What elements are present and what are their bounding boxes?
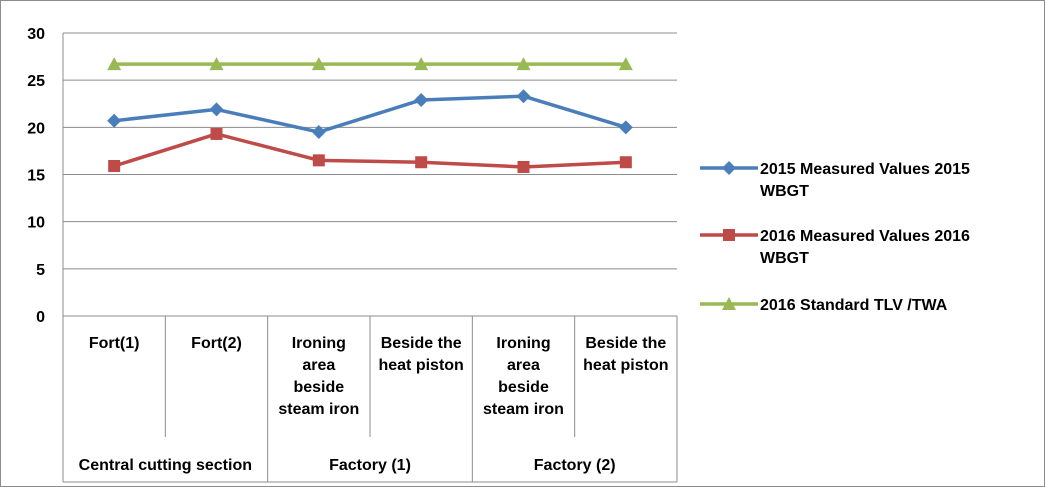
data-point [414,57,429,71]
y-tick-label: 5 [36,262,45,279]
legend-swatch-marker [722,161,736,175]
legend-swatch-marker [723,229,735,241]
y-tick-label: 10 [27,215,45,232]
series-3 [107,57,633,71]
y-tick-label: 0 [36,309,45,326]
y-axis-ticks: 0 5 10 15 20 25 30 [27,26,45,326]
legend-item: 2016 Measured Values 2016 WBGT [700,228,970,267]
y-tick-label: 25 [27,73,45,90]
category-label: Beside the heat piston [378,335,463,374]
data-point [209,57,224,71]
group-labels: Central cutting section Factory (1) Factor… [79,457,616,474]
y-tick-label: 20 [27,120,45,137]
data-point [618,57,633,71]
legend-swatch-marker [722,297,736,310]
group-label: Factory (2) [534,457,616,474]
category-label: Beside the heat piston [583,335,668,374]
series-1 [107,89,633,140]
data-point [209,102,224,117]
legend-item: 2016 Standard TLV /TWA [700,297,948,314]
series-2 [108,127,632,173]
category-label: Fort(2) [191,335,242,352]
y-tick-label: 30 [27,26,45,43]
series-line [113,132,626,169]
legend: 2015 Measured Values 2015 WBGT 2016 Measur… [700,161,970,314]
series-line [113,94,627,134]
data-point [619,156,632,169]
gridlines [63,32,677,270]
legend-label: 2016 Measured Values 2016 WBGT [760,228,970,267]
series-layer [107,57,633,173]
data-point [516,89,531,104]
data-point [414,92,429,107]
legend-label: 2016 Standard TLV /TWA [760,297,948,314]
data-point [415,156,428,169]
category-label: Fort(1) [89,335,140,352]
data-point [311,125,326,140]
data-point [312,154,325,167]
data-point [210,127,223,140]
category-label: Ironing area beside steam iron [483,335,564,418]
data-point [108,160,121,173]
data-point [311,57,326,71]
legend-item: 2015 Measured Values 2015 WBGT [700,161,970,200]
category-labels: Fort(1) Fort(2) Ironing area beside steam iro… [89,335,669,418]
axes [62,33,678,483]
data-point [107,57,122,71]
data-point [517,160,530,173]
data-point [618,120,633,135]
category-label: Ironing area beside steam iron [278,335,359,418]
legend-label: 2015 Measured Values 2015 WBGT [760,161,970,200]
group-label: Central cutting section [79,457,252,474]
group-label: Factory (1) [329,457,411,474]
y-tick-label: 15 [27,168,45,185]
data-point [516,57,531,71]
data-point [107,113,122,128]
